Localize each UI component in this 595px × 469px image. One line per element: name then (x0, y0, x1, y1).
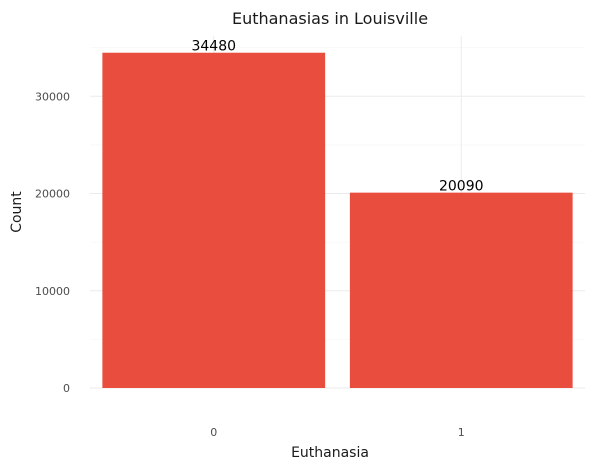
bar-1 (349, 192, 573, 388)
data-labels: 34480 20090 (191, 39, 483, 195)
x-tick-label: 1 (458, 426, 465, 439)
x-tick-label: 0 (210, 426, 217, 439)
y-axis-label: Count (9, 191, 25, 233)
data-label-0: 34480 (191, 39, 236, 55)
bar-0 (102, 52, 326, 389)
bars (102, 52, 573, 389)
data-label-1: 20090 (439, 179, 484, 195)
y-tick-label: 30000 (35, 90, 70, 103)
y-axis-ticks: 0 10000 20000 30000 (35, 90, 70, 395)
chart-title: Euthanasias in Louisville (232, 9, 428, 28)
y-tick-label: 20000 (35, 188, 70, 201)
y-tick-label: 10000 (35, 285, 70, 298)
x-axis-label: Euthanasia (291, 445, 369, 461)
y-tick-label: 0 (63, 382, 70, 395)
